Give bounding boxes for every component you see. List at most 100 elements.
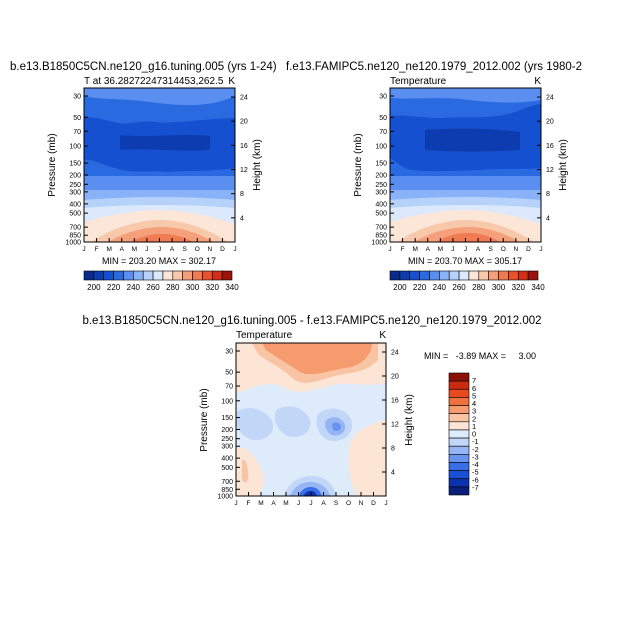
colorbar-label: -4 [472, 460, 479, 469]
panel-c-height-axis: 4 8 12 16 20 24 [382, 350, 399, 477]
colorbar-swatch [478, 270, 489, 281]
height-tick-label: 8 [546, 191, 550, 198]
panel-b-subtitle-right: K [534, 76, 541, 87]
panel-a-contour-field [84, 88, 235, 242]
pressure-tick-label: 70 [73, 129, 81, 136]
pressure-tick-label: 100 [375, 144, 387, 151]
pressure-tick-label: 200 [375, 172, 387, 179]
panel-b: f.e13.FAMIPC5.ne120_ne120.1979_2012.002 … [286, 61, 582, 292]
panel-b-fill-strat-band [390, 88, 541, 103]
panel-c-subtitle-left: Temperature [236, 330, 293, 341]
colorbar-label: 320 [206, 283, 220, 292]
month-tick-label: J [309, 500, 312, 507]
panel-a-stats: MIN = 203.20 MAX = 302.17 [102, 256, 216, 266]
pressure-tick-label: 500 [69, 211, 81, 218]
month-tick-label: J [233, 246, 236, 253]
height-tick-label: 20 [240, 119, 248, 126]
panel-c-stats: MIN = -3.89 MAX = 3.00 [424, 351, 536, 361]
colorbar-label: 320 [512, 283, 526, 292]
colorbar-label: 240 [127, 283, 141, 292]
panel-c-subtitle-right: K [379, 330, 386, 341]
panel-c-contour-field [236, 343, 386, 496]
month-tick-label: N [359, 500, 364, 507]
colorbar-swatch [448, 478, 470, 488]
month-tick-label: D [220, 246, 225, 253]
colorbar-label: 4 [472, 399, 476, 408]
month-tick-label: M [438, 246, 443, 253]
panel-b-ylabel-left: Pressure (mb) [353, 133, 364, 196]
colorbar-swatch [142, 270, 154, 281]
colorbar-swatch [508, 270, 519, 281]
month-tick-label: M [412, 246, 417, 253]
height-tick-label: 8 [240, 191, 244, 198]
pressure-tick-label: 300 [69, 189, 81, 196]
month-tick-label: J [384, 500, 387, 507]
month-tick-label: F [401, 246, 405, 253]
colorbar-label: -1 [472, 437, 479, 446]
colorbar-swatch [221, 270, 233, 281]
month-tick-label: N [513, 246, 518, 253]
colorbar-swatch [448, 437, 470, 447]
colorbar-swatch [133, 270, 144, 281]
panel-c-fill-warm-left-2 [242, 459, 249, 483]
month-tick-label: F [247, 500, 251, 507]
panel-c-fill-warm-top-3 [262, 343, 372, 375]
colorbar-swatch [419, 270, 430, 281]
panel-a-subtitle-left: T at 36.28272247314453,262.5 [84, 76, 224, 87]
colorbar-label: 300 [492, 283, 506, 292]
colorbar-label: 260 [146, 283, 160, 292]
colorbar-swatch [448, 413, 470, 423]
pressure-tick-label: 30 [73, 94, 81, 101]
pressure-tick-label: 700 [69, 225, 81, 232]
panel-c-fill-warm-left [236, 447, 264, 496]
panel-c-fill-cool-bottom-4 [303, 491, 317, 496]
colorbar-label: 1 [472, 422, 476, 431]
colorbar-label: -5 [472, 468, 479, 477]
colorbar-label: -7 [472, 483, 479, 492]
pressure-tick-label: 1000 [371, 240, 387, 247]
height-tick-label: 16 [546, 143, 554, 150]
pressure-tick-label: 1000 [65, 240, 81, 247]
pressure-tick-label: 300 [375, 189, 387, 196]
colorbar-label: 340 [531, 283, 545, 292]
height-tick-label: 16 [391, 398, 399, 405]
colorbar-swatch [202, 270, 213, 281]
colorbar-label: 5 [472, 391, 476, 400]
colorbar-swatch [113, 270, 124, 281]
panel-a-colorbar [83, 270, 233, 281]
colorbar-swatch [498, 270, 509, 281]
colorbar-swatch [389, 270, 401, 281]
height-tick-label: 24 [391, 350, 399, 357]
colorbar-swatch [527, 270, 539, 281]
month-tick-label: J [158, 246, 161, 253]
colorbar-swatch [83, 270, 95, 281]
colorbar-swatch [211, 270, 223, 281]
pressure-tick-label: 850 [375, 233, 387, 240]
colorbar-swatch [152, 270, 164, 281]
panel-b-colorbar-labels: 200 220 240 260 280 300 320 340 [393, 283, 545, 292]
pressure-tick-label: 100 [69, 144, 81, 151]
colorbar-label: 7 [472, 376, 476, 385]
pressure-tick-label: 50 [225, 370, 233, 377]
colorbar-swatch [448, 372, 470, 382]
panel-a-ylabel-left: Pressure (mb) [47, 133, 58, 196]
panel-b-title: f.e13.FAMIPC5.ne120_ne120.1979_2012.002 … [286, 61, 582, 73]
colorbar-swatch [488, 270, 499, 281]
colorbar-swatch [162, 270, 174, 281]
height-tick-label: 16 [240, 143, 248, 150]
colorbar-swatch [448, 380, 470, 390]
pressure-tick-label: 300 [221, 444, 233, 451]
colorbar-swatch [448, 486, 470, 496]
height-tick-label: 8 [391, 446, 395, 453]
pressure-tick-label: 400 [375, 201, 387, 208]
colorbar-label: 6 [472, 384, 476, 393]
month-tick-label: J [297, 500, 300, 507]
pressure-tick-label: 500 [375, 211, 387, 218]
height-tick-label: 24 [546, 95, 554, 102]
